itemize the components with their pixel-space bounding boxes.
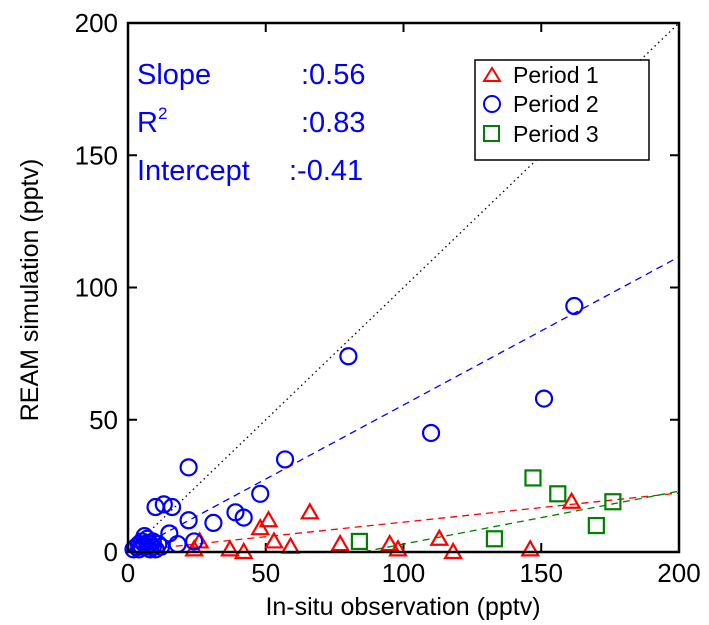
r2-label-base: R bbox=[137, 107, 158, 139]
fit-lines bbox=[128, 23, 679, 552]
data-point-triangle bbox=[299, 502, 320, 520]
data-point-triangle bbox=[429, 528, 450, 546]
intercept-label: Intercept bbox=[137, 155, 250, 187]
legend-triangle-icon bbox=[482, 66, 502, 82]
data-point-triangle bbox=[280, 536, 301, 554]
x-tick-label: 100 bbox=[382, 558, 425, 588]
data-point-square bbox=[485, 530, 504, 548]
data-point-circle bbox=[275, 450, 295, 469]
legend-square-icon bbox=[483, 125, 500, 142]
tick-labels: 0 50 100 150 200 0 50 100 150 200 bbox=[75, 8, 701, 588]
slope-value: :0.56 bbox=[301, 59, 366, 91]
series bbox=[124, 296, 584, 559]
y-tick-label: 200 bbox=[75, 8, 118, 38]
data-point-circle bbox=[421, 423, 441, 443]
data-point-triangle bbox=[264, 531, 284, 549]
data-point-square bbox=[524, 469, 542, 487]
x-tick-label: 0 bbox=[121, 558, 135, 588]
data-point-square bbox=[604, 493, 622, 511]
data-point-triangle bbox=[388, 539, 408, 557]
data-point-circle bbox=[179, 458, 198, 477]
data-point-circle bbox=[234, 508, 253, 527]
stats-annotation: Slope :0.56 R2 :0.83 Intercept :-0.41 bbox=[137, 59, 366, 187]
y-tick-label: 100 bbox=[75, 273, 118, 303]
r2-label: R2 bbox=[137, 104, 167, 139]
data-point-square bbox=[587, 516, 605, 535]
x-tick-label: 200 bbox=[657, 558, 700, 588]
data-point-circle bbox=[339, 347, 358, 366]
y-axis-label: REAM simulation (pptv) bbox=[16, 159, 44, 422]
x-axis-label: In-situ observation (pptv) bbox=[265, 593, 540, 621]
data-point-circle bbox=[168, 534, 187, 554]
legend-label-period-3: Period 3 bbox=[513, 121, 599, 147]
data-point-circle bbox=[154, 495, 173, 514]
x-tick-label: 50 bbox=[251, 558, 280, 588]
slope-label: Slope bbox=[137, 59, 211, 91]
data-point-triangle bbox=[220, 539, 240, 557]
intercept-value: :-0.41 bbox=[289, 155, 363, 187]
y-tick-label: 0 bbox=[104, 537, 118, 567]
data-points bbox=[124, 296, 622, 560]
data-point-circle bbox=[138, 537, 157, 556]
fit-line bbox=[128, 492, 679, 552]
data-point-circle bbox=[185, 532, 204, 551]
data-point-triangle bbox=[258, 510, 279, 528]
data-point-circle bbox=[251, 484, 270, 503]
legend: Period 1 Period 2 Period 3 bbox=[474, 59, 650, 161]
data-point-circle bbox=[534, 389, 554, 408]
data-point-triangle bbox=[520, 539, 541, 557]
data-point-triangle bbox=[561, 491, 582, 509]
r2-value: :0.83 bbox=[301, 107, 366, 139]
legend-box bbox=[474, 59, 650, 161]
data-point-circle bbox=[179, 511, 198, 530]
legend-label-period-1: Period 1 bbox=[513, 62, 599, 88]
plot-frame bbox=[126, 21, 681, 554]
data-point-square bbox=[350, 532, 369, 551]
legend-circle-icon bbox=[483, 95, 501, 113]
data-point-circle bbox=[204, 513, 223, 533]
data-point-circle bbox=[565, 296, 584, 316]
series bbox=[350, 469, 622, 551]
data-point-triangle bbox=[379, 533, 400, 552]
r2-superscript: 2 bbox=[158, 104, 167, 123]
y-tick-label: 50 bbox=[89, 405, 118, 435]
y-tick-label: 150 bbox=[75, 140, 118, 170]
x-tick-label: 150 bbox=[520, 558, 563, 588]
data-point-square bbox=[549, 485, 567, 503]
data-point-triangle bbox=[330, 533, 351, 552]
fit-line bbox=[358, 490, 679, 552]
data-point-circle bbox=[162, 497, 182, 517]
legend-label-period-2: Period 2 bbox=[513, 91, 599, 117]
fit-line bbox=[128, 256, 679, 552]
